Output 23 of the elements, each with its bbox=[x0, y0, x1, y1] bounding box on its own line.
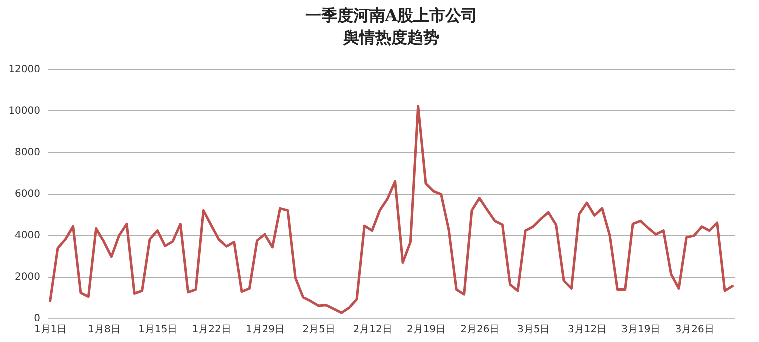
x-tick-label: 2月12日 bbox=[353, 324, 392, 336]
x-tick-label: 3月26日 bbox=[675, 324, 714, 336]
x-tick-label: 3月12日 bbox=[568, 324, 608, 336]
x-tick-label: 3月5日 bbox=[517, 324, 550, 336]
x-tick-label: 2月19日 bbox=[406, 324, 446, 336]
y-tick-label: 2000 bbox=[15, 272, 40, 283]
y-tick-label: 0 bbox=[34, 314, 40, 324]
y-tick-label: 6000 bbox=[15, 189, 40, 200]
x-tick-label: 1月1日 bbox=[34, 324, 68, 336]
x-tick-label: 2月26日 bbox=[460, 324, 500, 336]
x-tick-label: 3月19日 bbox=[622, 324, 661, 336]
y-tick-label: 8000 bbox=[15, 148, 40, 158]
y-tick-label: 10000 bbox=[8, 106, 40, 117]
x-tick-label: 1月8日 bbox=[88, 324, 121, 336]
x-tick-label: 1月15日 bbox=[138, 324, 178, 336]
y-tick-label: 4000 bbox=[15, 230, 40, 242]
chart-subtitle: 舆情热度趋势 bbox=[342, 28, 440, 47]
x-tick-label: 2月5日 bbox=[302, 324, 336, 336]
y-tick-label: 12000 bbox=[8, 64, 40, 76]
x-tick-label: 1月22日 bbox=[192, 324, 232, 336]
line-series bbox=[49, 105, 734, 314]
chart-title: 一季度河南A股上市公司 bbox=[305, 6, 478, 25]
x-tick-label: 1月29日 bbox=[246, 324, 286, 336]
